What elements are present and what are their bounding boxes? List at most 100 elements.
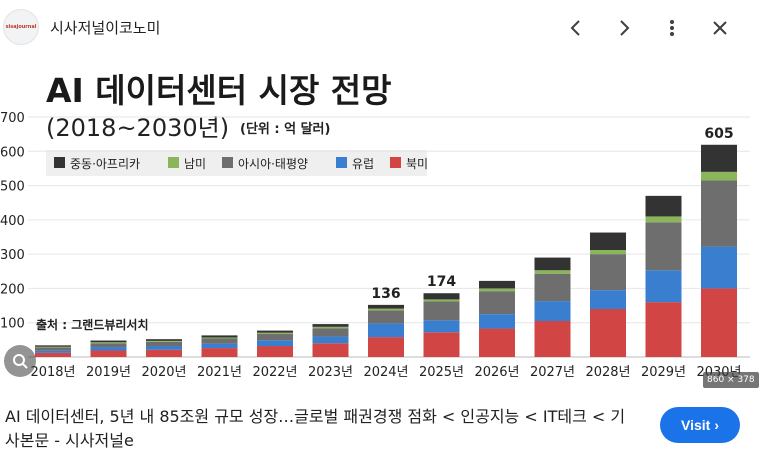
bar-segment-북미-2028년 <box>590 309 626 357</box>
bar-segment-아시아·태평양-2018년 <box>35 347 71 351</box>
bar-segment-북미-2022년 <box>257 346 293 357</box>
image-size-badge: 860 × 378 <box>703 372 759 388</box>
y-tick-label: 600 <box>0 145 25 160</box>
bar-segment-유럽-2026년 <box>479 314 515 329</box>
bar-segment-중동·아프리카-2024년 <box>368 304 404 309</box>
chevron-right-icon <box>620 20 630 36</box>
x-tick-label: 2028년 <box>585 365 630 380</box>
x-tick-label: 2025년 <box>419 365 464 380</box>
bar-segment-유럽-2019년 <box>90 347 127 351</box>
bar-segment-아시아·태평양-2022년 <box>257 334 293 341</box>
x-tick-label: 2020년 <box>141 365 186 380</box>
bar-segment-유럽-2022년 <box>257 340 293 347</box>
x-axis: 2018년 2019년 2020년 2021년 2022년 2023년 2024년 2025년… <box>30 365 741 380</box>
bar-segment-아시아·태평양-2019년 <box>90 343 127 348</box>
previous-button[interactable] <box>560 12 592 44</box>
bar-segment-북미-2027년 <box>534 321 571 357</box>
legend-label-유럽: 유럽 <box>352 157 374 171</box>
bar-segment-유럽-2028년 <box>590 290 626 309</box>
bar-segment-유럽-2030년 <box>701 246 737 289</box>
legend-label-아시아·태평양: 아시아·태평양 <box>238 157 308 171</box>
bar-segment-중동·아프리카-2029년 <box>645 195 682 217</box>
bar-segment-남미-2029년 <box>645 216 682 223</box>
total-labels: 136 174 605 <box>371 126 733 302</box>
y-tick-label: 400 <box>0 214 25 229</box>
bar-segment-남미-2027년 <box>534 270 571 274</box>
bar-segment-남미-2022년 <box>257 332 293 335</box>
bar-segment-중동·아프리카-2022년 <box>257 330 293 333</box>
y-tick-label: 300 <box>0 248 25 263</box>
chart-source: 출처 : 그랜드뷰리서치 <box>36 317 149 332</box>
chart-title: AI 데이터센터 시장 전망 <box>46 71 392 110</box>
site-logo[interactable]: sisajournal <box>3 9 39 45</box>
x-tick-label: 2023년 <box>308 365 353 380</box>
bar-segment-중동·아프리카-2023년 <box>312 324 349 327</box>
bar-segment-북미-2029년 <box>645 302 682 357</box>
bar-segment-아시아·태평양-2023년 <box>312 328 349 337</box>
bar-segment-중동·아프리카-2025년 <box>423 293 460 300</box>
x-tick-label: 2029년 <box>641 365 686 380</box>
bar-segment-남미-2021년 <box>201 337 238 339</box>
chart-legend: 중동·아프리카 남미 아시아·태평양 유럽 북미 <box>54 157 428 171</box>
bar-segment-북미-2021년 <box>201 348 238 357</box>
y-tick-label: 700 <box>0 111 25 126</box>
total-label-2030년: 605 <box>704 126 733 142</box>
bar-segment-남미-2018년 <box>35 346 71 348</box>
bar-segment-남미-2019년 <box>90 342 127 344</box>
lens-icon <box>13 354 28 369</box>
bar-segment-중동·아프리카-2019년 <box>90 340 127 343</box>
bar-segment-북미-2023년 <box>312 343 349 357</box>
bar-segment-남미-2026년 <box>479 288 515 292</box>
bar-segment-북미-2030년 <box>701 288 737 357</box>
bar-segment-북미-2020년 <box>146 349 182 357</box>
x-tick-label: 2026년 <box>474 365 519 380</box>
bar-segment-남미-2023년 <box>312 326 349 329</box>
legend-swatch-아시아·태평양 <box>222 157 233 168</box>
visit-button[interactable]: Visit › <box>660 407 740 443</box>
bar-segment-중동·아프리카-2021년 <box>201 335 238 338</box>
x-tick-label: 2022년 <box>252 365 297 380</box>
more-vert-icon <box>670 20 674 36</box>
market-forecast-chart: AI 데이터센터 시장 전망 (2018~2030년) (단위 : 억 달러) … <box>0 71 750 380</box>
more-options-button[interactable] <box>656 12 688 44</box>
bar-segment-중동·아프리카-2027년 <box>534 257 571 271</box>
bar-segment-아시아·태평양-2026년 <box>479 291 515 315</box>
legend-label-중동·아프리카: 중동·아프리카 <box>70 157 140 171</box>
bar-segment-북미-2024년 <box>368 337 404 357</box>
y-tick-label: 200 <box>0 282 25 297</box>
x-tick-label: 2018년 <box>30 365 75 380</box>
bar-segment-아시아·태평양-2024년 <box>368 310 404 324</box>
bar-segment-중동·아프리카-2030년 <box>701 144 737 172</box>
legend-swatch-중동·아프리카 <box>54 157 65 168</box>
bar-segment-중동·아프리카-2026년 <box>479 280 515 289</box>
site-name[interactable]: 시사저널이코노미 <box>50 19 161 37</box>
bar-segment-남미-2024년 <box>368 308 404 311</box>
next-button[interactable] <box>608 12 640 44</box>
chart-bars <box>35 144 737 357</box>
bar-segment-아시아·태평양-2025년 <box>423 301 460 321</box>
x-tick-label: 2024년 <box>363 365 408 380</box>
lens-search-button[interactable] <box>4 345 36 377</box>
total-label-2024년: 136 <box>371 286 400 302</box>
bar-segment-아시아·태평양-2020년 <box>146 341 182 347</box>
close-button[interactable] <box>704 12 736 44</box>
bar-segment-중동·아프리카-2018년 <box>35 345 71 347</box>
bar-segment-유럽-2027년 <box>534 301 571 321</box>
legend-background <box>46 150 427 176</box>
y-axis: 100 200 300 400 500 600 700 <box>0 111 25 332</box>
bar-segment-유럽-2025년 <box>423 320 460 333</box>
bar-segment-남미-2028년 <box>590 250 626 255</box>
image-caption-link[interactable]: AI 데이터센터, 5년 내 85조원 규모 성장…글로벌 패권경쟁 점화 < … <box>5 407 626 450</box>
bar-segment-중동·아프리카-2028년 <box>590 232 626 251</box>
legend-swatch-북미 <box>390 157 401 168</box>
y-tick-label: 500 <box>0 180 25 195</box>
bar-segment-남미-2020년 <box>146 340 182 342</box>
bar-segment-아시아·태평양-2027년 <box>534 273 571 302</box>
total-label-2025년: 174 <box>427 274 456 290</box>
close-icon <box>713 21 727 35</box>
legend-label-남미: 남미 <box>184 157 206 171</box>
bar-segment-유럽-2018년 <box>35 350 71 353</box>
bar-segment-유럽-2024년 <box>368 323 404 338</box>
preview-image[interactable]: AI 데이터센터 시장 전망 (2018~2030년) (단위 : 억 달러) … <box>0 55 763 390</box>
chevron-left-icon <box>570 20 580 36</box>
